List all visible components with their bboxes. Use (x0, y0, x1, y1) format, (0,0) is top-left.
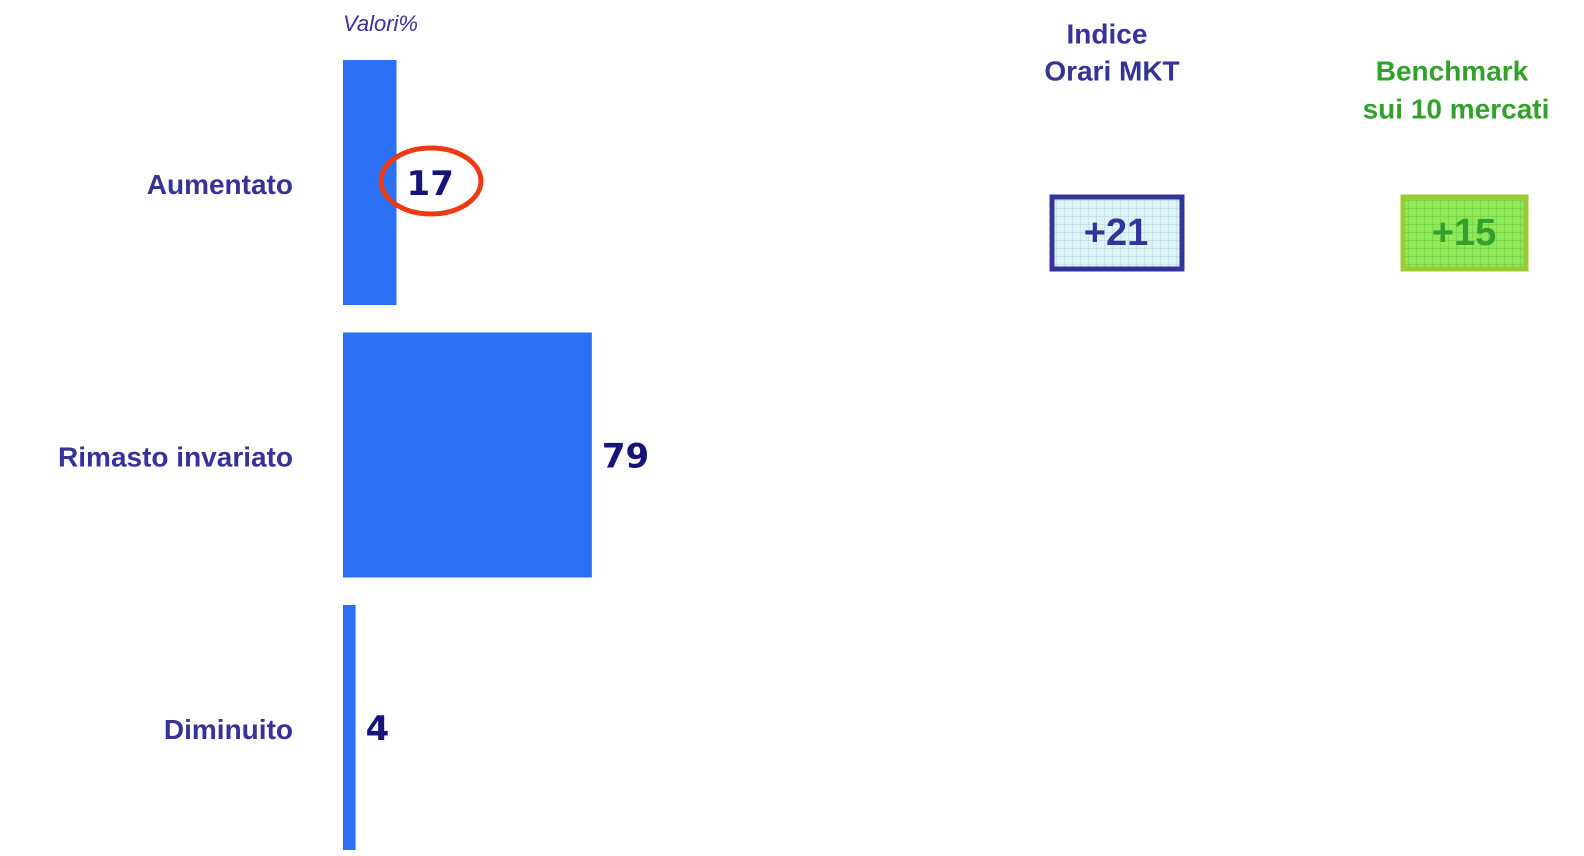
highlight-circle (378, 145, 484, 217)
index-box (1400, 194, 1529, 272)
bar (343, 60, 397, 305)
bar (343, 332, 592, 578)
index-title: Indice (1067, 18, 1148, 49)
index-value: +15 (1432, 212, 1496, 254)
index-title: Benchmark (1376, 55, 1529, 86)
axis-label: Valori% (343, 11, 418, 36)
value-label: 79 (602, 437, 649, 477)
index-box (1049, 194, 1185, 272)
index-title: Orari MKT (1044, 55, 1179, 86)
index-title: sui 10 mercati (1363, 93, 1550, 124)
value-label: 4 (366, 709, 390, 749)
index-value: +21 (1084, 212, 1148, 254)
value-label: 17 (407, 164, 454, 204)
category-label: Diminuito (164, 714, 293, 745)
bars: Aumentato 17 Rimasto invariato 79 Diminuito 4 (58, 60, 649, 850)
category-label: Aumentato (147, 169, 293, 200)
category-label: Rimasto invariato (58, 441, 293, 472)
bar (343, 605, 356, 850)
